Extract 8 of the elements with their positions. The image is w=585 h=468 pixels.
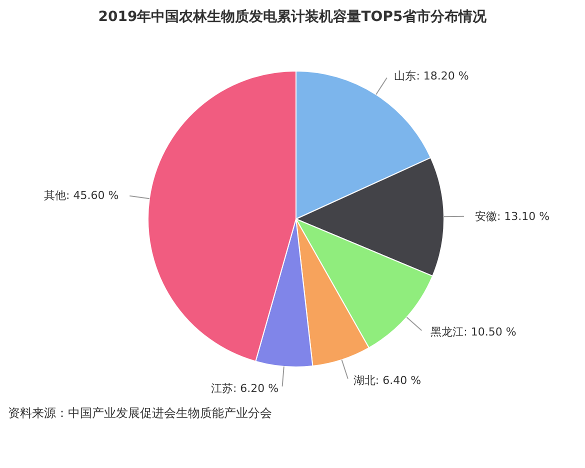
slice-label: 安徽: 13.10 % bbox=[474, 210, 550, 223]
slice-label: 江苏: 6.20 % bbox=[210, 382, 279, 395]
slice-label: 其他: 45.60 % bbox=[44, 189, 119, 202]
slice-label: 山东: 18.20 % bbox=[394, 70, 469, 83]
text: 资料来源：中国产业发展促进会生物质能产业分会 bbox=[8, 405, 273, 422]
slice-label: 湖北: 6.40 % bbox=[353, 374, 422, 388]
slice-label: 黑龙江: 10.50 % bbox=[430, 325, 516, 338]
chart-title: 2019年中国农林生物质发电累计装机容量TOP5省市分布情况 bbox=[97, 8, 488, 26]
